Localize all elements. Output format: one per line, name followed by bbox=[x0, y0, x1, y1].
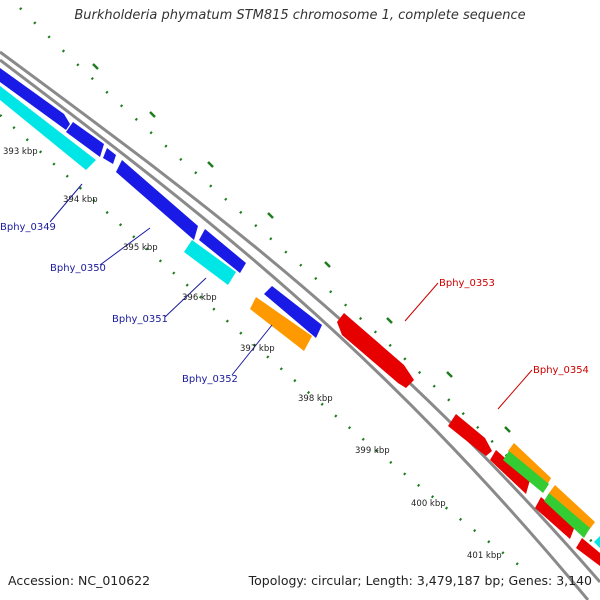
label-leaders bbox=[49, 183, 533, 410]
gene-label-bphy-0350: Bphy_0350 bbox=[50, 263, 106, 274]
outer-major-ticks bbox=[92, 63, 511, 433]
gene-label-bphy-0353: Bphy_0353 bbox=[439, 278, 495, 289]
tick-label-398: 398 kbp bbox=[298, 394, 333, 404]
gene-bphy-0350 bbox=[116, 160, 198, 240]
tick-label-394: 394 kbp bbox=[63, 195, 98, 205]
gene-green-2 bbox=[544, 493, 590, 538]
gene-label-bphy-0349: Bphy_0349 bbox=[0, 222, 56, 233]
tick-label-401: 401 kbp bbox=[467, 551, 502, 561]
gene-labels: Bphy_0349 Bphy_0350 Bphy_0351 Bphy_0352 … bbox=[0, 222, 589, 385]
gene-bphy-0352 bbox=[264, 286, 322, 338]
tick-labels: 393 kbp 394 kbp 395 kbp 396 kbp 397 kbp … bbox=[3, 147, 502, 561]
gene-red-4 bbox=[535, 497, 575, 539]
cyan-genes bbox=[0, 86, 236, 285]
gene-green-1 bbox=[503, 451, 549, 493]
gene-orange-2 bbox=[508, 443, 551, 487]
gene-bphy-0351 bbox=[199, 229, 246, 273]
forward-strand-genes bbox=[337, 313, 600, 566]
accession-text: Accession: NC_010622 bbox=[8, 573, 151, 588]
leader-bphy-0353 bbox=[404, 282, 439, 322]
gene-orange-1 bbox=[250, 297, 312, 351]
leader-bphy-0351 bbox=[164, 277, 207, 318]
leader-bphy-0354 bbox=[497, 369, 533, 410]
gene-red-3 bbox=[490, 450, 530, 494]
tick-label-397: 397 kbp bbox=[240, 344, 275, 354]
leader-bphy-0352 bbox=[231, 324, 273, 376]
gene-cyan-3 bbox=[594, 536, 600, 548]
gene-bphy-0349 bbox=[66, 122, 104, 157]
backbone-outer bbox=[0, 50, 600, 583]
leader-bphy-0349 bbox=[49, 183, 83, 223]
gene-cyan-1 bbox=[0, 86, 96, 170]
gene-bphy-0353 bbox=[337, 313, 414, 388]
tick-label-399: 399 kbp bbox=[355, 446, 390, 456]
gene-cyan-2 bbox=[184, 240, 236, 285]
gene-label-bphy-0352: Bphy_0352 bbox=[182, 374, 238, 385]
gene-label-bphy-0354: Bphy_0354 bbox=[533, 365, 589, 376]
tick-label-400: 400 kbp bbox=[411, 499, 446, 509]
gene-bphy-0349b bbox=[103, 148, 116, 164]
genome-summary-text: Topology: circular; Length: 3,479,187 bp… bbox=[248, 573, 592, 588]
gene-orange-3 bbox=[549, 485, 595, 530]
gene-red-5 bbox=[576, 538, 600, 566]
gene-bphy-0348 bbox=[0, 68, 70, 130]
tick-label-395: 395 kbp bbox=[123, 243, 158, 253]
reverse-strand-genes bbox=[0, 68, 322, 338]
backbone-inner bbox=[0, 58, 590, 600]
tick-label-396: 396 kbp bbox=[182, 293, 217, 303]
map-title: Burkholderia phymatum STM815 chromosome … bbox=[74, 8, 526, 23]
gene-label-bphy-0351: Bphy_0351 bbox=[112, 314, 168, 325]
right-edge-genes bbox=[503, 443, 600, 548]
gene-bphy-0354 bbox=[448, 414, 492, 456]
tick-label-393: 393 kbp bbox=[3, 147, 38, 157]
leader-bphy-0350 bbox=[99, 227, 151, 266]
